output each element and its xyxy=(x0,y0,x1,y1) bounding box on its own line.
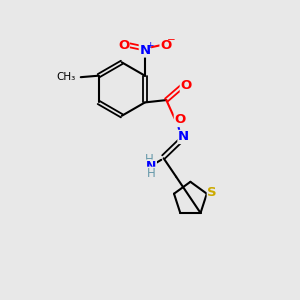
Text: N: N xyxy=(178,130,189,143)
Text: O: O xyxy=(118,39,129,52)
Text: O: O xyxy=(174,113,186,127)
Text: H: H xyxy=(147,167,155,180)
Text: S: S xyxy=(207,186,217,199)
Text: N: N xyxy=(140,44,151,57)
Text: N: N xyxy=(146,160,156,173)
Text: O: O xyxy=(160,39,171,52)
Text: CH₃: CH₃ xyxy=(56,72,75,82)
Text: −: − xyxy=(167,35,176,45)
Text: H: H xyxy=(144,153,153,166)
Text: O: O xyxy=(180,79,192,92)
Text: +: + xyxy=(146,40,154,50)
